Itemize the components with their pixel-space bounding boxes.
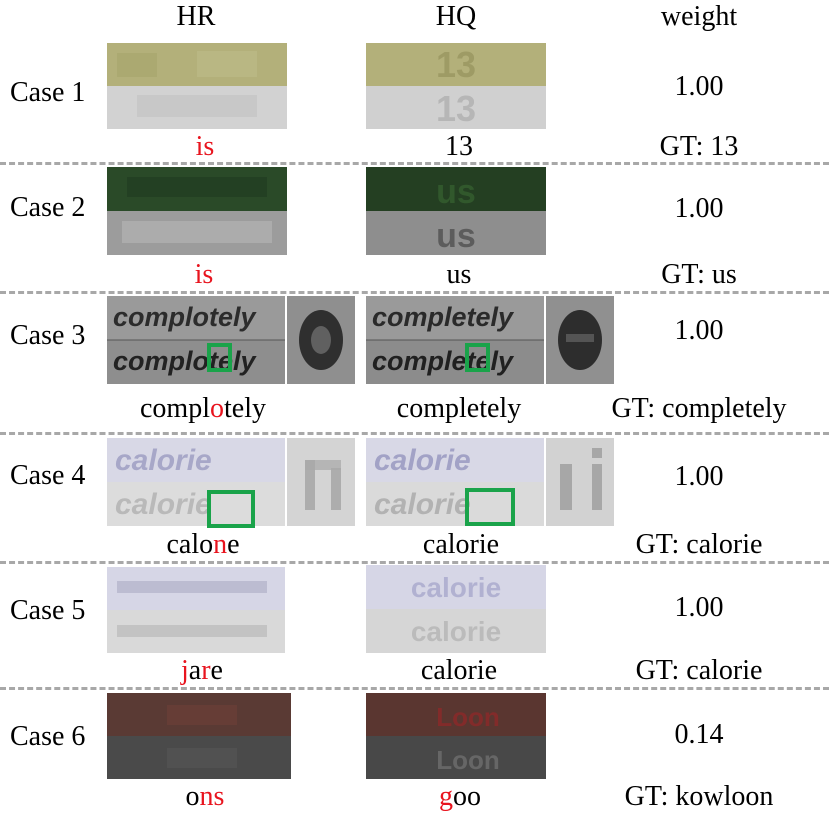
pred-char: compl: [140, 393, 210, 424]
hq-image-text: 13: [436, 88, 476, 129]
hq-image-text: calorie: [411, 616, 501, 647]
highlight-box: [207, 490, 255, 528]
pred-char: us: [446, 259, 472, 290]
hq-image-text: Loon: [436, 702, 500, 732]
highlight-box: [465, 343, 490, 372]
pred-char: n: [213, 529, 228, 560]
highlight-box: [465, 488, 515, 526]
pred-char: 13: [445, 131, 473, 162]
hq-image: 13 13: [366, 43, 546, 129]
pred-char: r: [201, 655, 211, 686]
highlight-box: [207, 343, 232, 372]
hq-image-text: calorie: [411, 572, 501, 603]
pred-char: is: [194, 259, 214, 290]
case-label: Case 6: [10, 721, 86, 752]
pred-char: e: [227, 529, 240, 560]
hr-image: complotely complotely: [107, 296, 355, 384]
case-label: Case 1: [10, 77, 86, 108]
hq-image: completely completely: [366, 296, 614, 384]
pred-char: ns: [199, 781, 225, 812]
case-label: Case 5: [10, 595, 86, 626]
case-label: Case 2: [10, 192, 86, 223]
hq-image-text: completely: [372, 346, 515, 376]
pred-char: o: [185, 781, 200, 812]
hq-image-text: calorie: [374, 488, 471, 521]
hq-image: Loon Loon: [366, 693, 546, 779]
pred-char: is: [195, 131, 215, 162]
hq-image-text: completely: [372, 302, 515, 332]
pred-char: e: [210, 655, 223, 686]
hr-image-text: complotely: [113, 302, 258, 332]
separator: [0, 432, 829, 435]
hq-image-text: us: [436, 217, 476, 255]
hq-image-text: Loon: [436, 745, 500, 775]
hr-image: [107, 693, 291, 779]
pred-char: calo: [166, 529, 214, 560]
separator: [0, 291, 829, 294]
pred-char: calorie: [420, 655, 498, 686]
pred-char: tely: [224, 393, 266, 424]
case-label: Case 3: [10, 320, 86, 351]
hr-image: calorie calorie: [107, 438, 355, 526]
hr-image-text: complotely: [113, 346, 258, 376]
pred-char: j: [181, 655, 189, 686]
hr-image-text: calorie: [115, 444, 212, 477]
pred-char: completely: [396, 393, 522, 424]
separator: [0, 561, 829, 564]
pred-char: calorie: [422, 529, 500, 560]
hq-image: us us: [366, 167, 546, 255]
pred-char: a: [188, 655, 202, 686]
hq-image-text: 13: [436, 44, 476, 85]
hq-image-text: us: [436, 173, 476, 211]
case-label: Case 4: [10, 460, 86, 491]
hr-image-text: calorie: [115, 488, 212, 521]
pred-char: o: [210, 393, 224, 424]
separator: [0, 162, 829, 165]
hq-image: calorie calorie: [366, 565, 546, 653]
hq-image-text: calorie: [374, 444, 471, 477]
pred-char: g: [439, 781, 453, 812]
hr-image: [107, 567, 285, 653]
hr-image: [107, 43, 287, 129]
hr-image: [107, 167, 287, 255]
pred-char: oo: [453, 781, 481, 812]
separator: [0, 687, 829, 690]
